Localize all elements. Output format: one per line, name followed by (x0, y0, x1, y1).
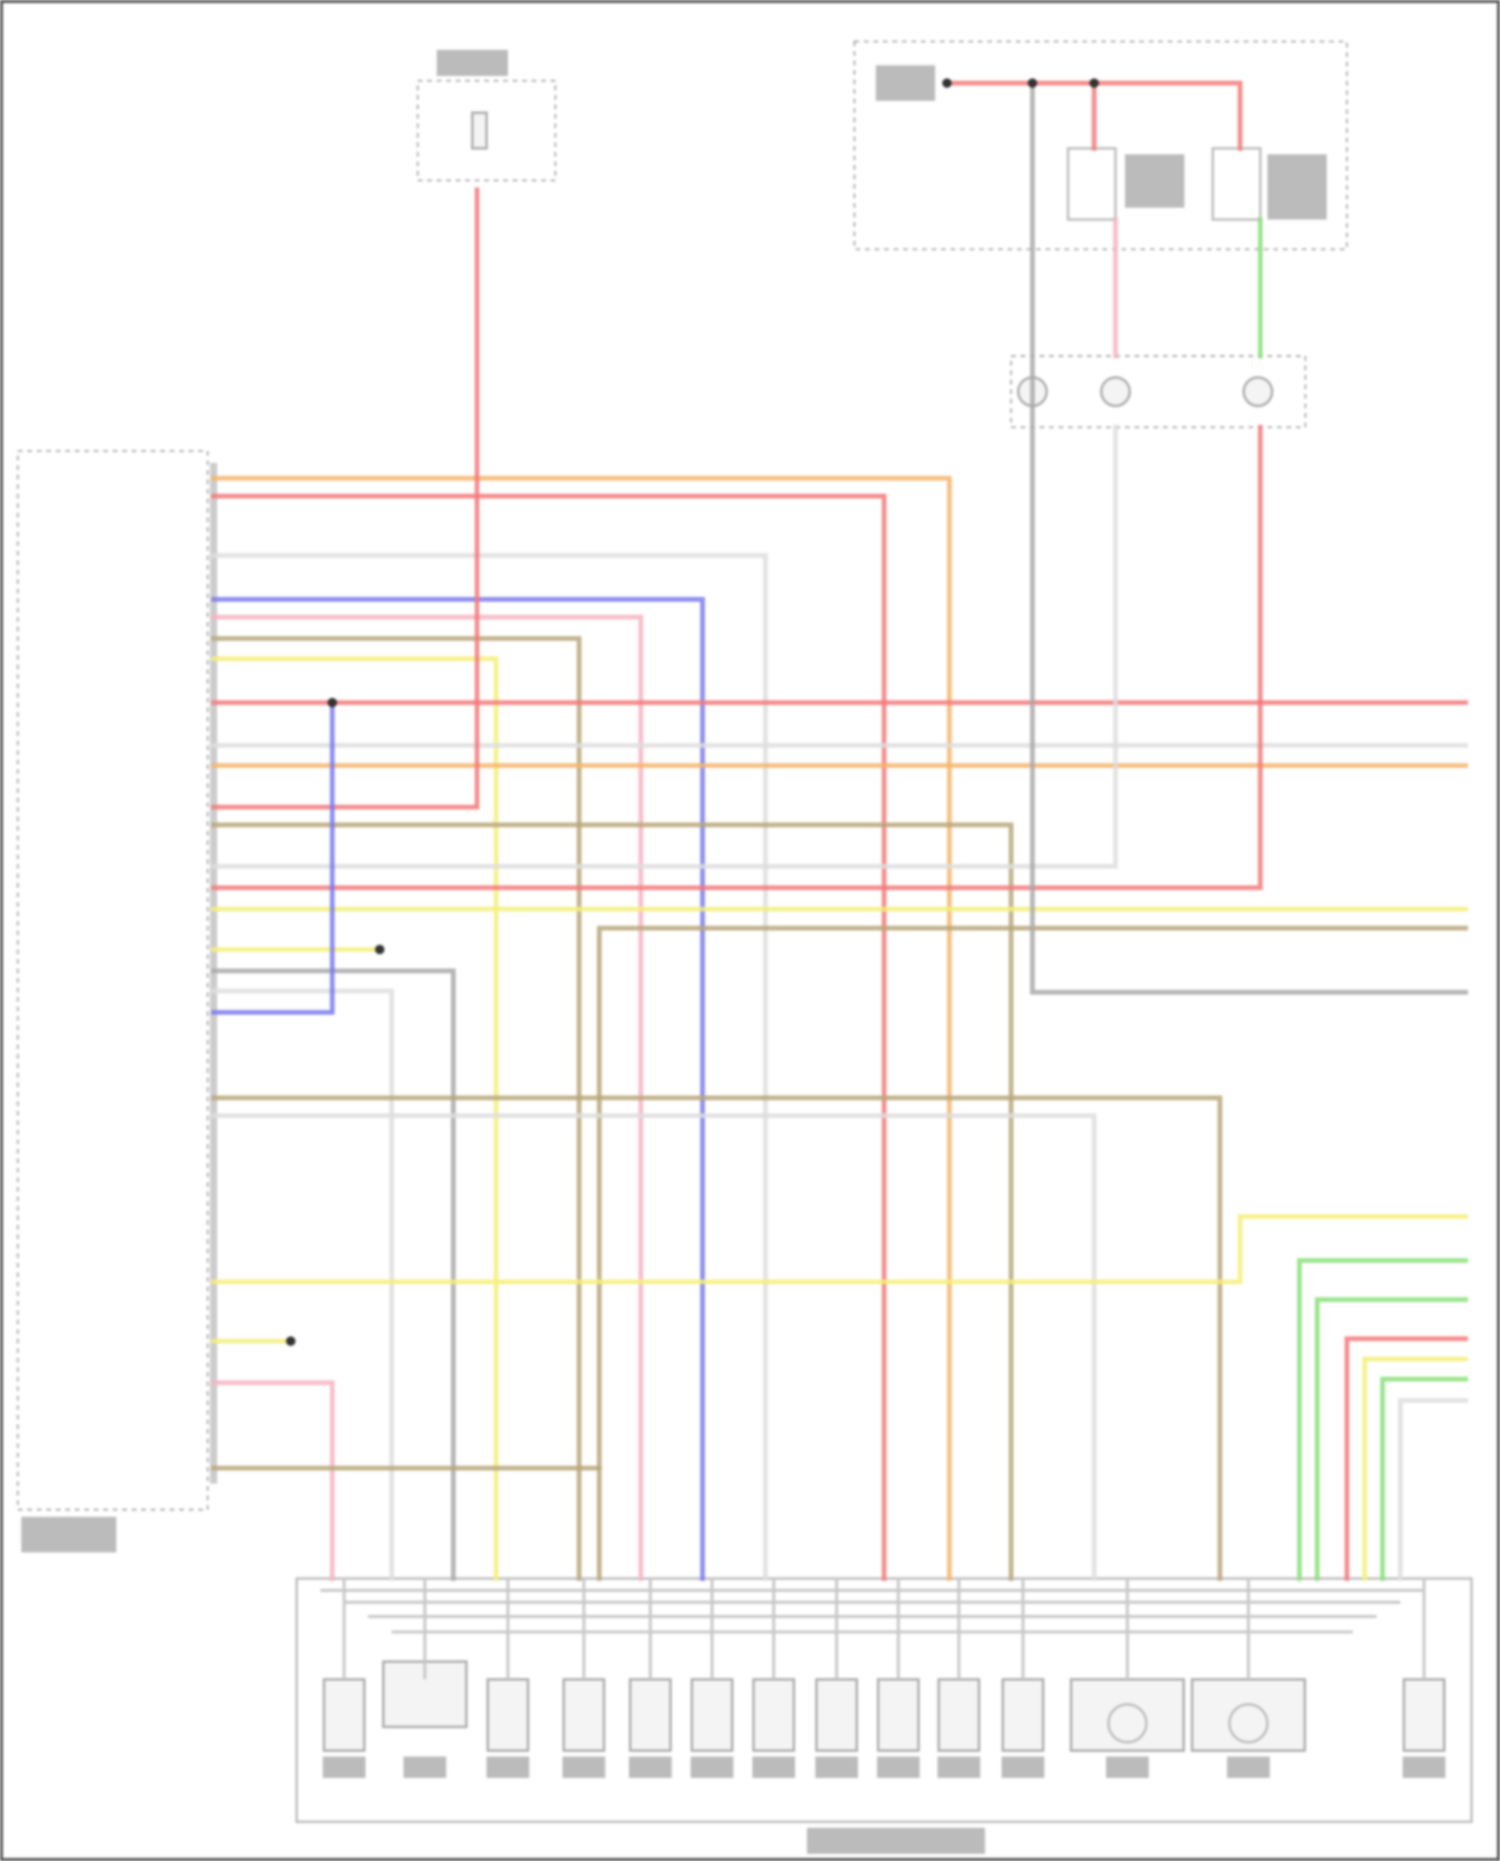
component-label (1402, 1756, 1446, 1778)
component-label (1227, 1756, 1270, 1778)
solenoid (1402, 1678, 1446, 1752)
component-label (322, 1756, 366, 1778)
wire-tan (211, 822, 1014, 1581)
wire-gray (1030, 80, 1468, 995)
solenoid (322, 1678, 366, 1752)
speed-sensor (1069, 1678, 1185, 1752)
wire-light-gray (211, 988, 394, 1581)
connector-pin-2 (1100, 376, 1131, 408)
valve-body-label (806, 1827, 985, 1854)
splice-dot (1027, 78, 1038, 88)
fuse-icon (471, 111, 488, 150)
component-label (815, 1756, 858, 1778)
wire-gray (211, 968, 456, 1581)
wire-tan (211, 1095, 1223, 1581)
wire-red (211, 187, 480, 810)
component-label (1001, 1756, 1045, 1778)
component-label (690, 1756, 734, 1778)
wire-blue (211, 596, 705, 1581)
wire-light-gray (211, 1113, 1097, 1581)
connector-pin-3 (1242, 376, 1274, 408)
wire-red (1344, 1336, 1468, 1581)
wire-tan (211, 636, 582, 1581)
wire-yellow (211, 656, 499, 1581)
solenoid (1001, 1678, 1045, 1752)
shift-switch-right (1211, 147, 1262, 221)
shift-switch-left (1066, 147, 1117, 221)
solenoid (690, 1678, 734, 1752)
component-label (937, 1756, 981, 1778)
wire-green (1380, 1376, 1468, 1581)
wire-red (211, 493, 887, 1581)
wire-red (211, 424, 1263, 891)
wire-yellow (1362, 1356, 1468, 1581)
wire-yellow (211, 1214, 1468, 1285)
control-module-label (875, 65, 936, 101)
wire-pink (211, 1380, 335, 1581)
component-label (752, 1756, 796, 1778)
tcm-label (21, 1516, 117, 1553)
switch-label-left (1125, 154, 1185, 208)
switch-label-right (1267, 154, 1327, 220)
component-label (1106, 1756, 1149, 1778)
splice-dot (375, 944, 385, 955)
component-label (628, 1756, 672, 1778)
solenoid (486, 1678, 530, 1752)
fuse-block (416, 79, 557, 182)
splice-dot (942, 78, 952, 88)
component-label (403, 1756, 447, 1778)
component-label (562, 1756, 606, 1778)
solenoid (628, 1678, 672, 1752)
wire-light-gray (211, 424, 1118, 869)
splice-dot (285, 1336, 296, 1346)
solenoid (752, 1678, 796, 1752)
wire-tan (596, 925, 1468, 1581)
component-label (486, 1756, 530, 1778)
wire-green (1314, 1297, 1468, 1581)
wire-light-gray (1397, 1398, 1468, 1581)
component-label (876, 1756, 920, 1778)
wire-pink (211, 614, 644, 1581)
speed-sensor (1190, 1678, 1306, 1752)
wire-blue (211, 700, 335, 1015)
wire-light-gray (211, 553, 768, 1581)
tcm-box (16, 450, 209, 1511)
splice-dot (327, 697, 338, 708)
splice-dot (1089, 78, 1099, 88)
solenoid (937, 1678, 981, 1752)
wire-orange (211, 475, 952, 1581)
solenoid (876, 1678, 920, 1752)
solenoid (815, 1678, 858, 1752)
wire-green (1297, 1258, 1468, 1581)
sensor-coil-icon (1228, 1703, 1269, 1744)
solenoid (562, 1678, 606, 1752)
sensor-coil-icon (1107, 1703, 1148, 1744)
wire-red (944, 80, 1243, 151)
fuse-block-label (436, 49, 508, 76)
